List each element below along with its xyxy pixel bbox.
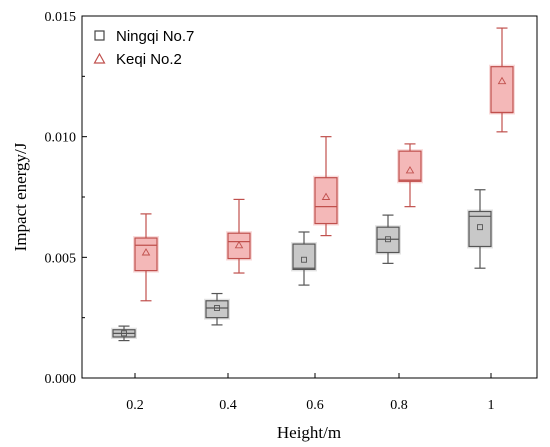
y-tick-label-3: 0.015 xyxy=(45,10,77,25)
iqr-box xyxy=(314,177,338,225)
legend-marker-triangle xyxy=(93,52,106,64)
iqr-box xyxy=(205,300,229,319)
mean-marker-square xyxy=(385,236,391,243)
box-1-2 xyxy=(313,136,339,237)
chart-axes: 0.000 0.005 0.010 0.015 0.2 0.4 0.6 0.8 1 xyxy=(45,10,495,413)
box-0-4 xyxy=(467,189,493,269)
chart-marks xyxy=(111,27,515,342)
box-0-1 xyxy=(204,292,230,326)
mean-marker-square xyxy=(121,330,127,337)
mean-marker-square xyxy=(301,256,307,263)
box-0-3 xyxy=(375,214,401,264)
mean-marker-square xyxy=(477,224,483,231)
box-1-0 xyxy=(133,213,159,302)
box-1-3 xyxy=(397,143,423,208)
x-tick-label-0: 0.2 xyxy=(126,398,144,413)
x-axis-title: Height/m xyxy=(277,423,341,442)
mean-marker-triangle xyxy=(405,166,415,174)
y-tick-label-0: 0.000 xyxy=(45,372,77,387)
y-tick-label-1: 0.005 xyxy=(45,251,77,266)
legend: Ningqi No.7 Keqi No.2 xyxy=(93,28,194,68)
box-0-2 xyxy=(291,231,317,286)
mean-marker-triangle xyxy=(141,248,151,256)
x-tick-label-1: 0.4 xyxy=(219,398,237,413)
box-0-0 xyxy=(111,325,137,342)
x-tick-label-2: 0.6 xyxy=(306,398,324,413)
legend-marker-square xyxy=(94,30,105,41)
iqr-box xyxy=(490,66,514,114)
y-tick-label-2: 0.010 xyxy=(45,131,77,146)
legend-label-series-0: Ningqi No.7 xyxy=(116,28,194,45)
iqr-box xyxy=(468,210,492,248)
mean-marker-triangle xyxy=(497,76,507,85)
plot-frame xyxy=(81,15,538,379)
iqr-box xyxy=(134,237,158,272)
x-tick-label-3: 0.8 xyxy=(390,398,408,413)
box-1-4 xyxy=(489,27,515,133)
mean-marker-triangle xyxy=(234,240,244,249)
y-axis-title: Impact energy/J xyxy=(11,142,30,251)
iqr-box xyxy=(376,226,400,254)
iqr-box xyxy=(292,243,316,270)
x-tick-label-4: 1 xyxy=(488,398,495,413)
legend-label-series-1: Keqi No.2 xyxy=(116,51,182,68)
iqr-box xyxy=(227,232,251,260)
box-1-1 xyxy=(226,198,252,274)
mean-marker-square xyxy=(214,305,220,311)
mean-marker-triangle xyxy=(321,192,331,200)
